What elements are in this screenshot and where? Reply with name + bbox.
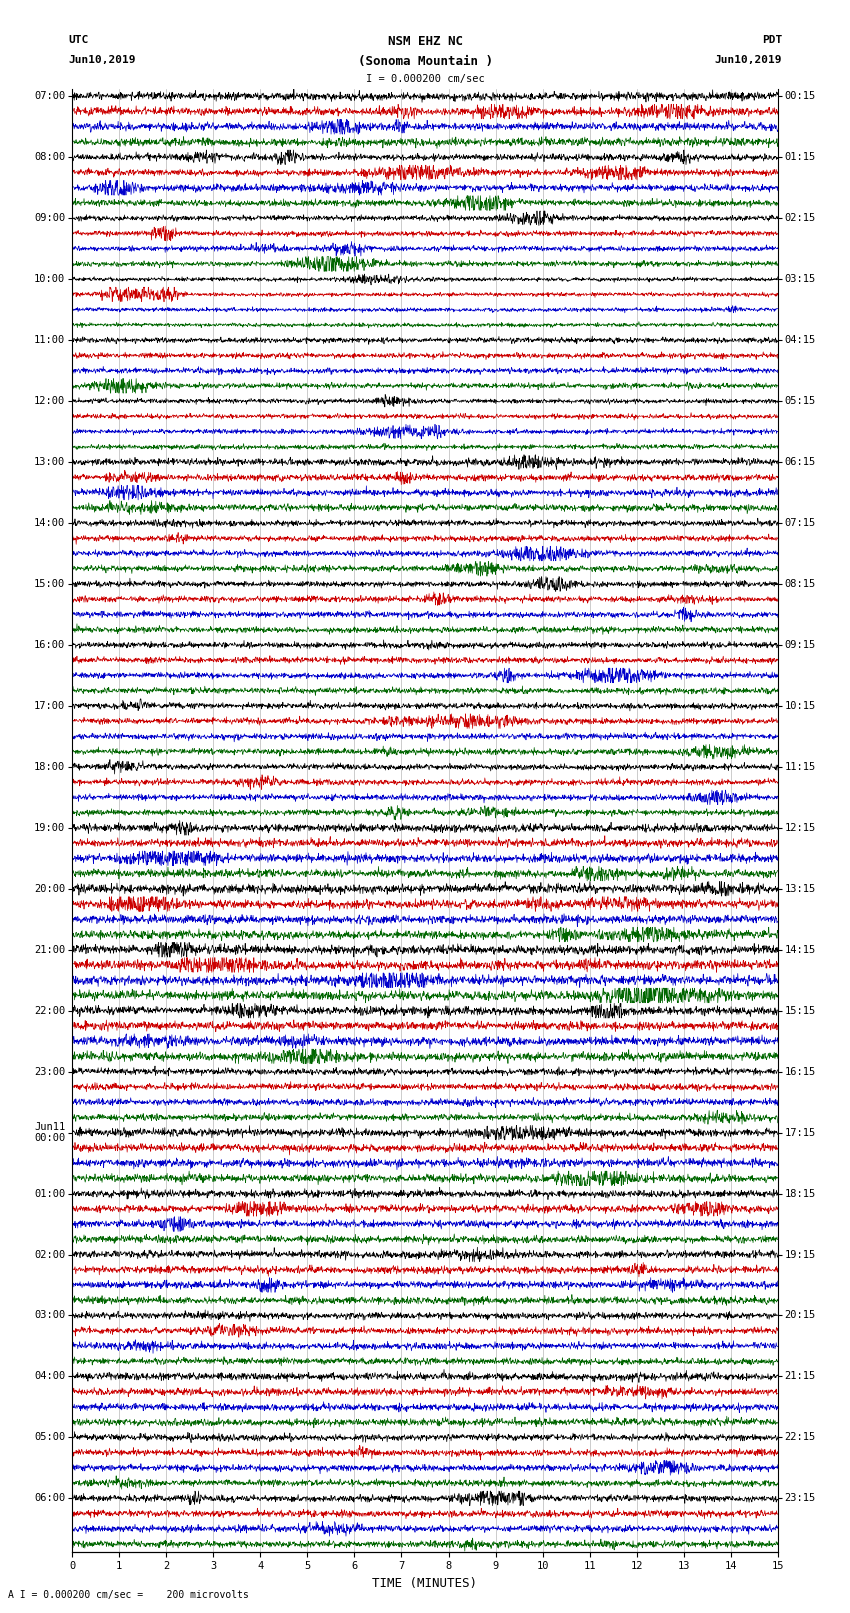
Text: (Sonoma Mountain ): (Sonoma Mountain ) (358, 55, 492, 68)
Text: A I = 0.000200 cm/sec =    200 microvolts: A I = 0.000200 cm/sec = 200 microvolts (8, 1590, 249, 1600)
Text: UTC: UTC (68, 35, 88, 45)
Text: Jun10,2019: Jun10,2019 (68, 55, 135, 65)
X-axis label: TIME (MINUTES): TIME (MINUTES) (372, 1578, 478, 1590)
Text: Jun10,2019: Jun10,2019 (715, 55, 782, 65)
Text: I = 0.000200 cm/sec: I = 0.000200 cm/sec (366, 74, 484, 84)
Text: PDT: PDT (762, 35, 782, 45)
Text: NSM EHZ NC: NSM EHZ NC (388, 35, 462, 48)
